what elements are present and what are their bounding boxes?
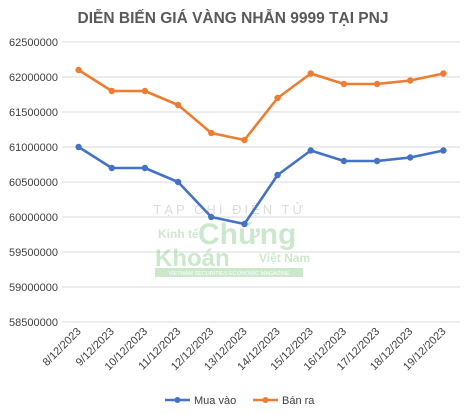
data-point-series-0: [141, 164, 149, 172]
data-point-series-1: [340, 80, 348, 88]
data-point-series-0: [440, 147, 447, 154]
data-point-series-0: [340, 157, 348, 165]
legend-item-ban-ra: Bán ra: [253, 395, 315, 407]
data-point-series-1: [407, 77, 414, 84]
legend-label-ban-ra: Bán ra: [282, 395, 315, 407]
legend-label-mua-vao: Mua vào: [194, 395, 236, 407]
legend: Mua vào Bán ra: [165, 395, 315, 407]
chart-title: DIỄN BIẾN GIÁ VÀNG NHẪN 9999 TẠI PNJ: [78, 10, 389, 27]
data-point-series-0: [208, 213, 215, 221]
data-point-series-0: [75, 143, 82, 151]
data-point-series-1: [208, 129, 215, 137]
data-point-series-1: [75, 66, 82, 74]
series-line-1: [77, 68, 444, 142]
data-point-series-0: [174, 178, 182, 186]
y-tick-label: 61500000: [9, 107, 58, 119]
watermark-line1: TẠP CHÍ ĐIỆN TỬ: [153, 202, 306, 217]
legend-item-mua-vao: Mua vào: [165, 395, 236, 407]
y-tick-label: 61000000: [9, 142, 58, 154]
legend-marker-ban-ra: [262, 397, 269, 403]
data-point-series-0: [373, 157, 381, 165]
watermark-viet-nam: Việt Nam: [259, 251, 310, 265]
data-point-series-1: [307, 70, 314, 77]
series-line-0: [77, 145, 444, 226]
data-point-series-1: [373, 80, 381, 88]
watermark-tagline: VIETNAM SECURITIES ECONOMIC MAGAZINE: [168, 271, 289, 277]
gridlines: [62, 41, 460, 323]
data-point-series-1: [174, 101, 182, 109]
y-axis-tick-labels: 62500000 62000000 61500000 61000000 60500000…: [9, 37, 58, 329]
data-point-series-1: [274, 94, 281, 102]
x-axis-tick-labels: 8/12/20239/12/202310/12/202311/12/202312…: [41, 326, 449, 373]
legend-marker-mua-vao: [174, 397, 181, 403]
data-point-series-0: [307, 147, 314, 154]
data-point-series-0: [407, 154, 414, 161]
y-tick-label: 62000000: [9, 72, 58, 84]
y-tick-label: 58500000: [9, 317, 58, 329]
watermark-kinh-te: Kinh tế: [158, 227, 199, 241]
y-tick-label: 60000000: [9, 212, 58, 224]
y-tick-label: 62500000: [9, 37, 58, 49]
data-point-series-1: [108, 87, 115, 95]
data-point-series-1: [141, 87, 149, 95]
watermark-khoan: Khoán: [155, 245, 230, 272]
data-point-series-0: [108, 164, 115, 172]
data-point-series-0: [241, 220, 248, 228]
watermark-tagline-bar: [155, 268, 303, 277]
data-point-series-0: [274, 171, 281, 179]
data-point-series-1: [440, 70, 447, 77]
data-point-series-1: [241, 136, 248, 144]
watermark-logo: TẠP CHÍ ĐIỆN TỬ Kinh tế Chứng Khoán Việt…: [153, 202, 310, 277]
series-layer: [75, 66, 447, 228]
y-tick-label: 60500000: [9, 177, 58, 189]
y-tick-label: 59500000: [9, 247, 58, 259]
y-tick-label: 59000000: [9, 282, 58, 294]
